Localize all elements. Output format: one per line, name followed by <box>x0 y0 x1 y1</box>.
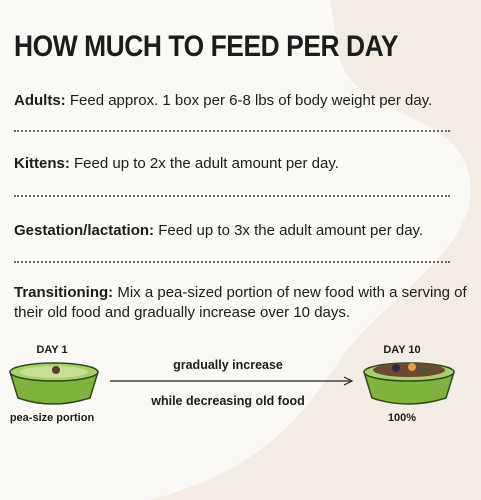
day-label: DAY 10 <box>383 344 421 356</box>
text: Feed approx. 1 box per 6-8 lbs of body w… <box>69 92 433 109</box>
section: Kittens: Feed up to 2x the adult amount … <box>14 154 472 174</box>
day-label: DAY 1 <box>36 344 68 356</box>
separator <box>14 130 450 132</box>
bowl <box>9 362 99 405</box>
caption: pea-size portion <box>9 412 95 424</box>
separator <box>14 261 450 263</box>
label: Gestation/lactation: <box>14 222 155 239</box>
separator <box>14 195 450 197</box>
text: Mix a pea-sized portion of new food with… <box>14 284 467 321</box>
label: Adults: <box>14 92 66 109</box>
label: Kittens: <box>14 155 70 172</box>
caption: 100% <box>387 412 417 424</box>
section: Gestation/lactation: Feed up to 3x the a… <box>14 221 472 241</box>
arrow-text: while decreasing old food <box>151 394 305 408</box>
arrow-head <box>343 376 354 386</box>
title: HOW MUCH TO FEED PER DAY <box>14 30 399 63</box>
section: Adults: Feed approx. 1 box per 6-8 lbs o… <box>14 91 472 111</box>
arrow-text: gradually increase <box>173 358 283 372</box>
text: Feed up to 2x the adult amount per day. <box>74 155 339 172</box>
text: Feed up to 3x the adult amount per day. <box>158 222 424 239</box>
label: Transitioning: <box>14 284 114 301</box>
section: Transitioning: Mix a pea-sized portion o… <box>14 283 472 323</box>
bowl <box>363 362 455 405</box>
